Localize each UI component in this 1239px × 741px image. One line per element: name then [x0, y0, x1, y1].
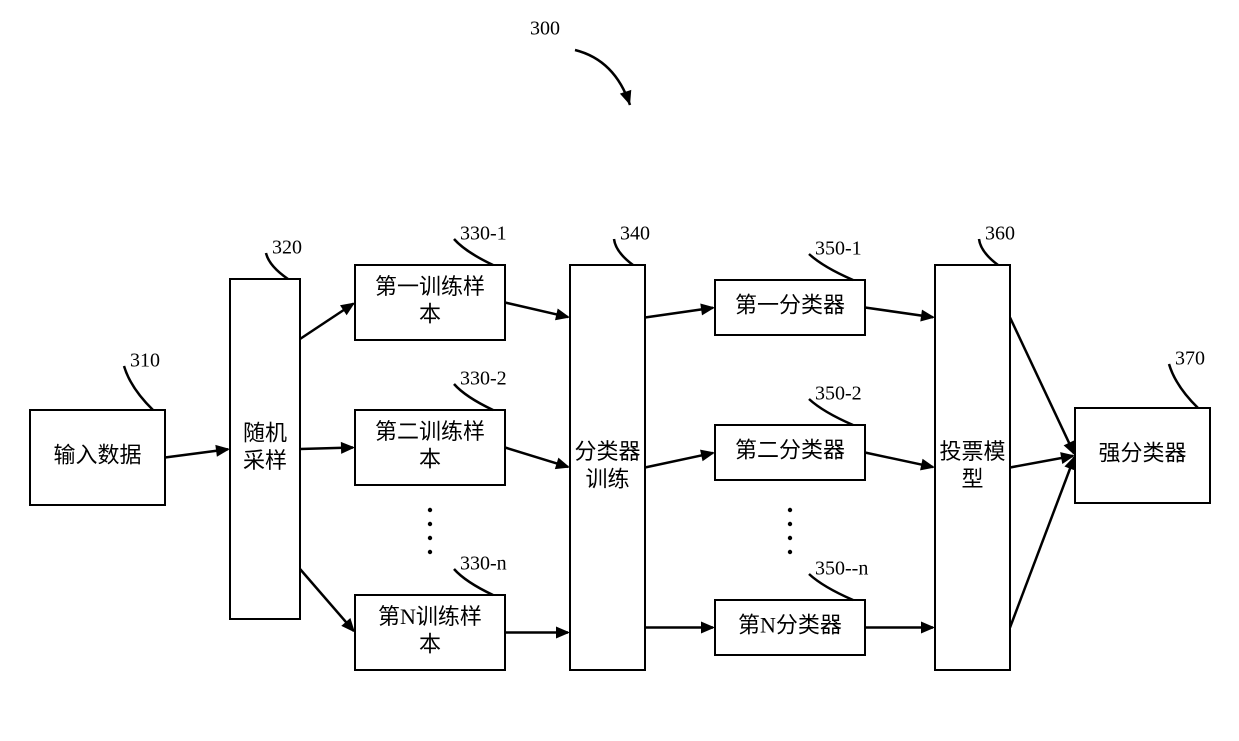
ellipsis-dot: [788, 536, 792, 540]
ellipsis-dot: [428, 522, 432, 526]
node-number: 350-1: [815, 238, 862, 260]
node-label: 第一分类器: [735, 293, 845, 318]
node-number: 330-n: [460, 553, 507, 575]
node-label: 第N分类器: [738, 613, 842, 638]
node-label: 采样: [243, 448, 287, 473]
node-n370: 强分类器 370: [1075, 348, 1210, 503]
node-n350_n: 第N分类器 350--n: [715, 558, 868, 655]
diagram-number: 300: [530, 18, 560, 40]
node-label: 输入数据: [53, 443, 141, 468]
node-label: 型: [961, 466, 983, 491]
node-label: 第二训练样: [375, 419, 485, 444]
node-label: 第N训练样: [378, 604, 482, 629]
node-n330_n: 第N训练样本 330-n: [355, 553, 507, 670]
node-label: 本: [419, 301, 441, 326]
node-number: 360: [985, 223, 1015, 245]
flowchart: 300输入数据310随机采样320第一训练样本330-1第二训练样本330-2第…: [0, 0, 1239, 741]
node-label: 第二分类器: [735, 438, 845, 463]
node-n350_2: 第二分类器 350-2: [715, 383, 865, 480]
node-number: 370: [1175, 348, 1205, 370]
node-n310: 输入数据 310: [30, 350, 165, 505]
node-label: 强分类器: [1098, 441, 1186, 466]
node-label: 分类器: [574, 439, 640, 464]
node-n320: 随机采样 320: [230, 237, 302, 619]
node-n360: 投票模型 360: [935, 223, 1015, 670]
ellipsis-dot: [428, 536, 432, 540]
node-number: 320: [272, 237, 302, 259]
node-number: 330-2: [460, 368, 507, 390]
node-number: 330-1: [460, 223, 507, 245]
node-number: 340: [620, 223, 650, 245]
node-number: 350--n: [815, 558, 868, 580]
ellipsis-dot: [428, 508, 432, 512]
node-label: 本: [419, 446, 441, 471]
ellipsis-dot: [788, 550, 792, 554]
node-n350_1: 第一分类器 350-1: [715, 238, 865, 335]
node-n340: 分类器训练 340: [570, 223, 650, 670]
node-label: 本: [419, 631, 441, 656]
ellipsis-dot: [428, 550, 432, 554]
node-label: 随机: [243, 420, 287, 445]
node-n330_2: 第二训练样本 330-2: [355, 368, 507, 485]
ellipsis-dot: [788, 508, 792, 512]
node-number: 310: [130, 350, 160, 372]
ellipsis-dot: [788, 522, 792, 526]
node-n330_1: 第一训练样本 330-1: [355, 223, 507, 340]
node-label: 第一训练样: [375, 274, 485, 299]
node-label: 训练: [585, 466, 629, 491]
node-number: 350-2: [815, 383, 862, 405]
node-label: 投票模: [939, 439, 1005, 464]
